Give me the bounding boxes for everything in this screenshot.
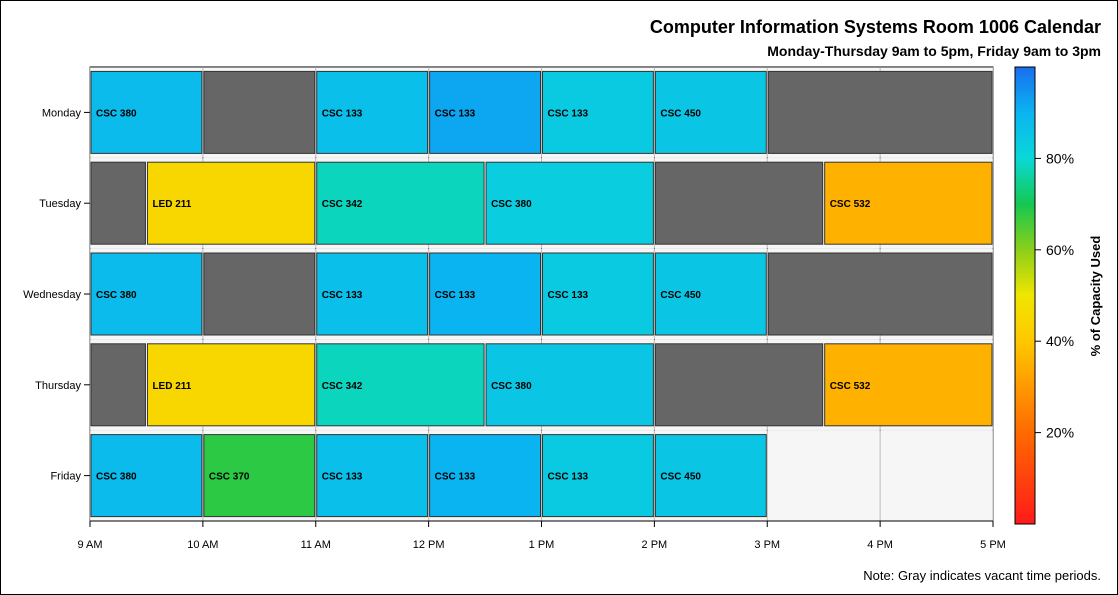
bar-labels-group: CSC 380 CSC 133 CSC 133 CSC 133 CSC 450 LED 2… — [96, 108, 871, 482]
class-bar — [654, 434, 767, 518]
class-bar — [824, 343, 993, 427]
x-tick-label: 5 PM — [980, 539, 1006, 551]
class-bar — [429, 434, 541, 518]
class-bar — [542, 70, 654, 154]
class-bar — [316, 343, 485, 427]
x-tick-label: 4 PM — [867, 539, 893, 551]
colorbar-ticks: 20% 40% 60% 80% — [1035, 150, 1074, 441]
x-tick-label: 12 PM — [413, 539, 445, 551]
class-label: CSC 532 — [830, 381, 871, 392]
class-label: CSC 133 — [322, 108, 363, 119]
class-label: CSC 133 — [548, 290, 589, 301]
class-bar — [542, 434, 654, 518]
chart-note: Note: Gray indicates vacant time periods… — [863, 568, 1101, 583]
class-bar — [316, 252, 429, 336]
class-bar — [90, 434, 203, 518]
class-label: LED 211 — [152, 381, 191, 392]
class-label: CSC 133 — [322, 472, 363, 483]
vacant-bar — [90, 161, 146, 245]
x-tick-label: 3 PM — [754, 539, 780, 551]
class-bar — [146, 161, 316, 245]
x-tick-label: 2 PM — [642, 539, 668, 551]
class-label: LED 211 — [152, 199, 191, 210]
class-bar — [429, 70, 541, 154]
class-label: CSC 380 — [96, 108, 137, 119]
class-label: CSC 133 — [435, 108, 476, 119]
colorbar-label: % of Capacity Used — [1088, 236, 1103, 357]
x-tick-label: 9 AM — [77, 539, 102, 551]
class-label: CSC 342 — [322, 381, 363, 392]
class-bar — [654, 252, 767, 336]
y-tick-label: Wednesday — [23, 289, 81, 301]
class-label: CSC 133 — [322, 290, 363, 301]
class-label: CSC 380 — [491, 199, 532, 210]
y-tick-label: Tuesday — [39, 198, 81, 210]
vacant-bar — [90, 343, 146, 427]
vacant-bar — [654, 343, 824, 427]
class-bar — [542, 252, 654, 336]
y-tick-label: Friday — [50, 471, 81, 483]
y-tick-label: Thursday — [35, 380, 81, 392]
vacant-bar — [203, 252, 316, 336]
class-label: CSC 370 — [209, 472, 250, 483]
y-axis: Monday Tuesday Wednesday Thursday Friday — [23, 107, 90, 483]
x-tick-label: 11 AM — [301, 539, 331, 551]
vacant-bar — [654, 161, 824, 245]
colorbar: 20% 40% 60% 80% % of Capacity Used — [1014, 66, 1103, 525]
class-label: CSC 133 — [548, 108, 589, 119]
class-bar — [90, 70, 203, 154]
class-bar — [90, 252, 203, 336]
class-bar — [485, 161, 654, 245]
chart-title: Computer Information Systems Room 1006 C… — [650, 17, 1101, 37]
class-label: CSC 380 — [491, 381, 532, 392]
class-label: CSC 532 — [830, 199, 871, 210]
class-label: CSC 450 — [660, 290, 701, 301]
x-tick-label: 1 PM — [529, 539, 555, 551]
class-bar — [203, 434, 316, 518]
class-label: CSC 450 — [660, 472, 701, 483]
vacant-bar — [203, 70, 316, 154]
class-label: CSC 380 — [96, 472, 137, 483]
colorbar-tick-label: 20% — [1046, 425, 1074, 441]
colorbar-tick-label: 60% — [1046, 242, 1074, 258]
bars-group — [90, 67, 993, 521]
class-bar — [824, 161, 993, 245]
class-label: CSC 380 — [96, 290, 137, 301]
y-tick-label: Monday — [42, 107, 82, 119]
chart-subtitle: Monday-Thursday 9am to 5pm, Friday 9am t… — [767, 43, 1101, 59]
colorbar-tick-label: 40% — [1046, 333, 1074, 349]
class-label: CSC 133 — [435, 290, 476, 301]
x-axis: 9 AM 10 AM 11 AM 12 PM 1 PM 2 PM 3 PM 4 PM 5 PM — [77, 520, 1006, 551]
class-bar — [316, 70, 429, 154]
class-bar — [485, 343, 654, 427]
class-label: CSC 133 — [435, 472, 476, 483]
colorbar-gradient — [1014, 66, 1036, 525]
colorbar-tick-label: 80% — [1046, 150, 1074, 166]
class-bar — [316, 161, 485, 245]
class-bar — [654, 70, 767, 154]
class-label: CSC 133 — [548, 472, 589, 483]
class-bar — [146, 343, 316, 427]
class-label: CSC 450 — [660, 108, 701, 119]
vacant-bar — [767, 70, 993, 154]
class-bar — [316, 434, 429, 518]
class-bar — [429, 252, 541, 336]
class-label: CSC 342 — [322, 199, 363, 210]
vacant-bar — [767, 252, 993, 336]
x-tick-label: 10 AM — [187, 539, 218, 551]
